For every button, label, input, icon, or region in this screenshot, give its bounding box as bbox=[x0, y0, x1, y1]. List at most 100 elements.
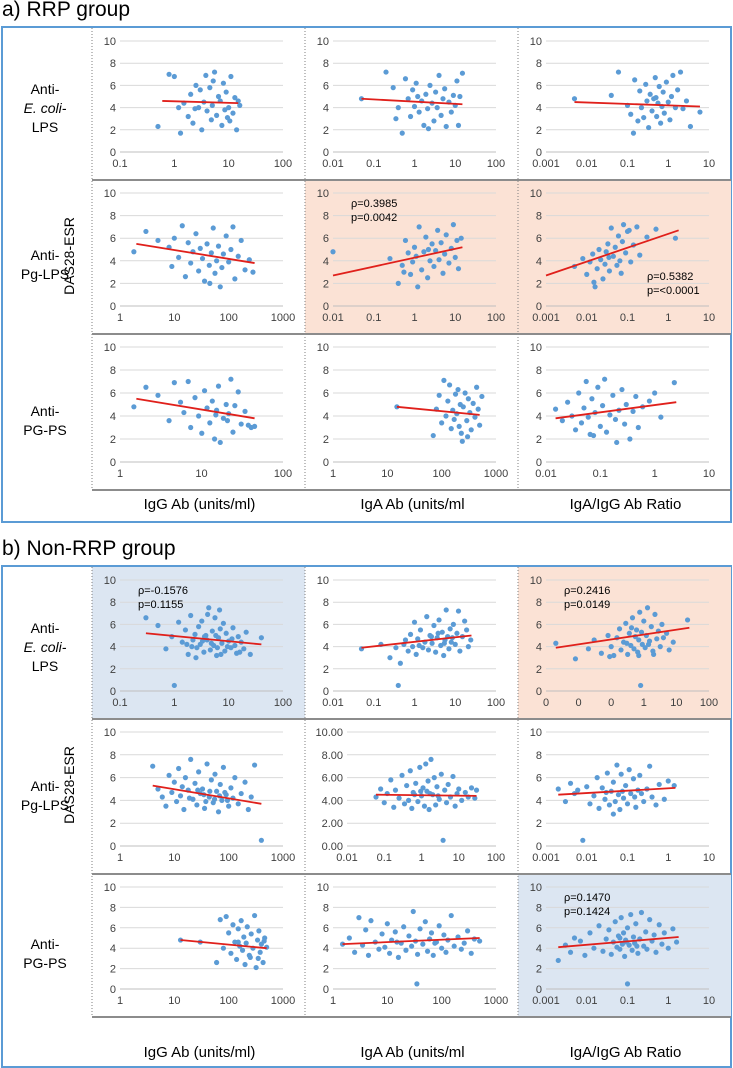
data-point bbox=[617, 806, 623, 813]
data-point bbox=[630, 130, 637, 136]
y-tick-label: 8 bbox=[536, 902, 542, 914]
data-point bbox=[407, 768, 413, 774]
y-tick-label: 0 bbox=[323, 147, 329, 159]
data-point bbox=[416, 109, 422, 115]
data-point bbox=[443, 123, 449, 130]
data-point bbox=[223, 630, 229, 636]
data-point bbox=[405, 797, 412, 804]
data-point bbox=[188, 91, 194, 97]
data-point bbox=[608, 92, 614, 98]
y-tick-label: 4 bbox=[323, 943, 329, 955]
data-point bbox=[603, 429, 610, 435]
stat-annotation: p=0.0042 bbox=[351, 212, 397, 224]
data-point bbox=[607, 653, 613, 660]
y-tick-label: 6 bbox=[110, 388, 116, 400]
cell-highlight bbox=[518, 180, 731, 334]
y-tick-label: 6 bbox=[110, 233, 116, 245]
data-point bbox=[222, 648, 228, 654]
y-tick-label: 4 bbox=[110, 642, 116, 654]
data-point bbox=[423, 234, 429, 240]
y-tick-label: 8 bbox=[110, 211, 116, 223]
data-point bbox=[232, 403, 238, 409]
data-point bbox=[421, 122, 427, 128]
y-tick-label: 6 bbox=[323, 80, 329, 92]
x-tick-label: 1 bbox=[652, 468, 658, 480]
x-tick-label: 0 bbox=[608, 697, 614, 709]
data-point bbox=[186, 795, 193, 801]
x-tick-label: 1 bbox=[171, 697, 177, 709]
data-point bbox=[652, 390, 658, 396]
y-tick-label: 0 bbox=[536, 984, 542, 996]
data-point bbox=[346, 935, 352, 941]
x-tick-label: 0.1 bbox=[112, 158, 127, 170]
data-point bbox=[665, 99, 671, 105]
data-point bbox=[659, 621, 665, 628]
data-point bbox=[581, 405, 587, 411]
data-point bbox=[238, 421, 244, 427]
data-point bbox=[185, 378, 191, 385]
data-point bbox=[190, 120, 196, 126]
data-point bbox=[635, 424, 641, 431]
data-point bbox=[440, 837, 446, 843]
data-point bbox=[622, 421, 628, 427]
data-point bbox=[409, 805, 415, 811]
y-tick-label: 8 bbox=[110, 902, 116, 914]
data-point bbox=[632, 794, 638, 800]
group-a-title: a) RRP group bbox=[2, 0, 131, 21]
data-point bbox=[653, 802, 659, 808]
data-point bbox=[411, 103, 418, 110]
data-point bbox=[602, 796, 608, 802]
x-tick-label: 100 bbox=[487, 697, 505, 709]
data-point bbox=[591, 279, 597, 285]
data-point bbox=[623, 620, 629, 626]
data-point bbox=[220, 945, 227, 951]
data-point bbox=[633, 627, 640, 633]
y-tick-label: 2 bbox=[110, 818, 116, 830]
data-point bbox=[436, 617, 442, 623]
data-point bbox=[217, 284, 223, 290]
data-point bbox=[666, 647, 672, 653]
data-point bbox=[653, 949, 659, 955]
data-point bbox=[251, 912, 258, 919]
y-tick-label: 2 bbox=[536, 818, 542, 830]
scatter-chart-1: 0 2 4 6 8 10 0.01 0.1 1 10 100 bbox=[317, 36, 505, 170]
data-point bbox=[660, 635, 667, 641]
scatter-chart-4: 0 2 4 6 8 10 0.01 0.1 1 10 100 ρ=0.3985 p=0.0042 bbox=[317, 188, 505, 324]
data-point bbox=[206, 262, 212, 268]
data-point bbox=[636, 652, 642, 659]
data-point bbox=[242, 267, 248, 273]
data-point bbox=[436, 392, 442, 398]
data-point bbox=[212, 270, 218, 276]
x-tick-label: 0.001 bbox=[532, 995, 560, 1007]
data-point bbox=[427, 258, 433, 264]
y-tick-label: 2 bbox=[110, 125, 116, 137]
data-point bbox=[448, 639, 454, 645]
data-point bbox=[442, 251, 448, 257]
data-point bbox=[395, 682, 401, 689]
data-point bbox=[163, 646, 169, 652]
y-tick-label: 8 bbox=[323, 902, 329, 914]
data-point bbox=[654, 113, 660, 120]
x-tick-label: 0.1 bbox=[366, 158, 381, 170]
trend-line bbox=[555, 626, 690, 649]
data-point bbox=[182, 775, 189, 781]
data-point bbox=[633, 804, 639, 810]
data-point bbox=[424, 614, 430, 620]
data-point bbox=[401, 801, 408, 807]
y-tick-label: 2 bbox=[536, 434, 542, 446]
x-tick-label: 0.01 bbox=[322, 697, 343, 709]
data-point bbox=[657, 644, 663, 650]
data-point bbox=[197, 245, 203, 251]
data-point bbox=[572, 656, 579, 662]
trend-line bbox=[152, 784, 262, 805]
data-point bbox=[427, 82, 433, 88]
data-point bbox=[410, 644, 416, 650]
data-point bbox=[458, 946, 464, 952]
y-tick-label: 4 bbox=[110, 795, 116, 807]
y-tick-label: 10 bbox=[530, 188, 542, 200]
data-point bbox=[405, 648, 411, 654]
data-point bbox=[230, 110, 236, 116]
data-point bbox=[585, 646, 592, 652]
data-point bbox=[402, 237, 409, 244]
data-point bbox=[445, 398, 451, 404]
